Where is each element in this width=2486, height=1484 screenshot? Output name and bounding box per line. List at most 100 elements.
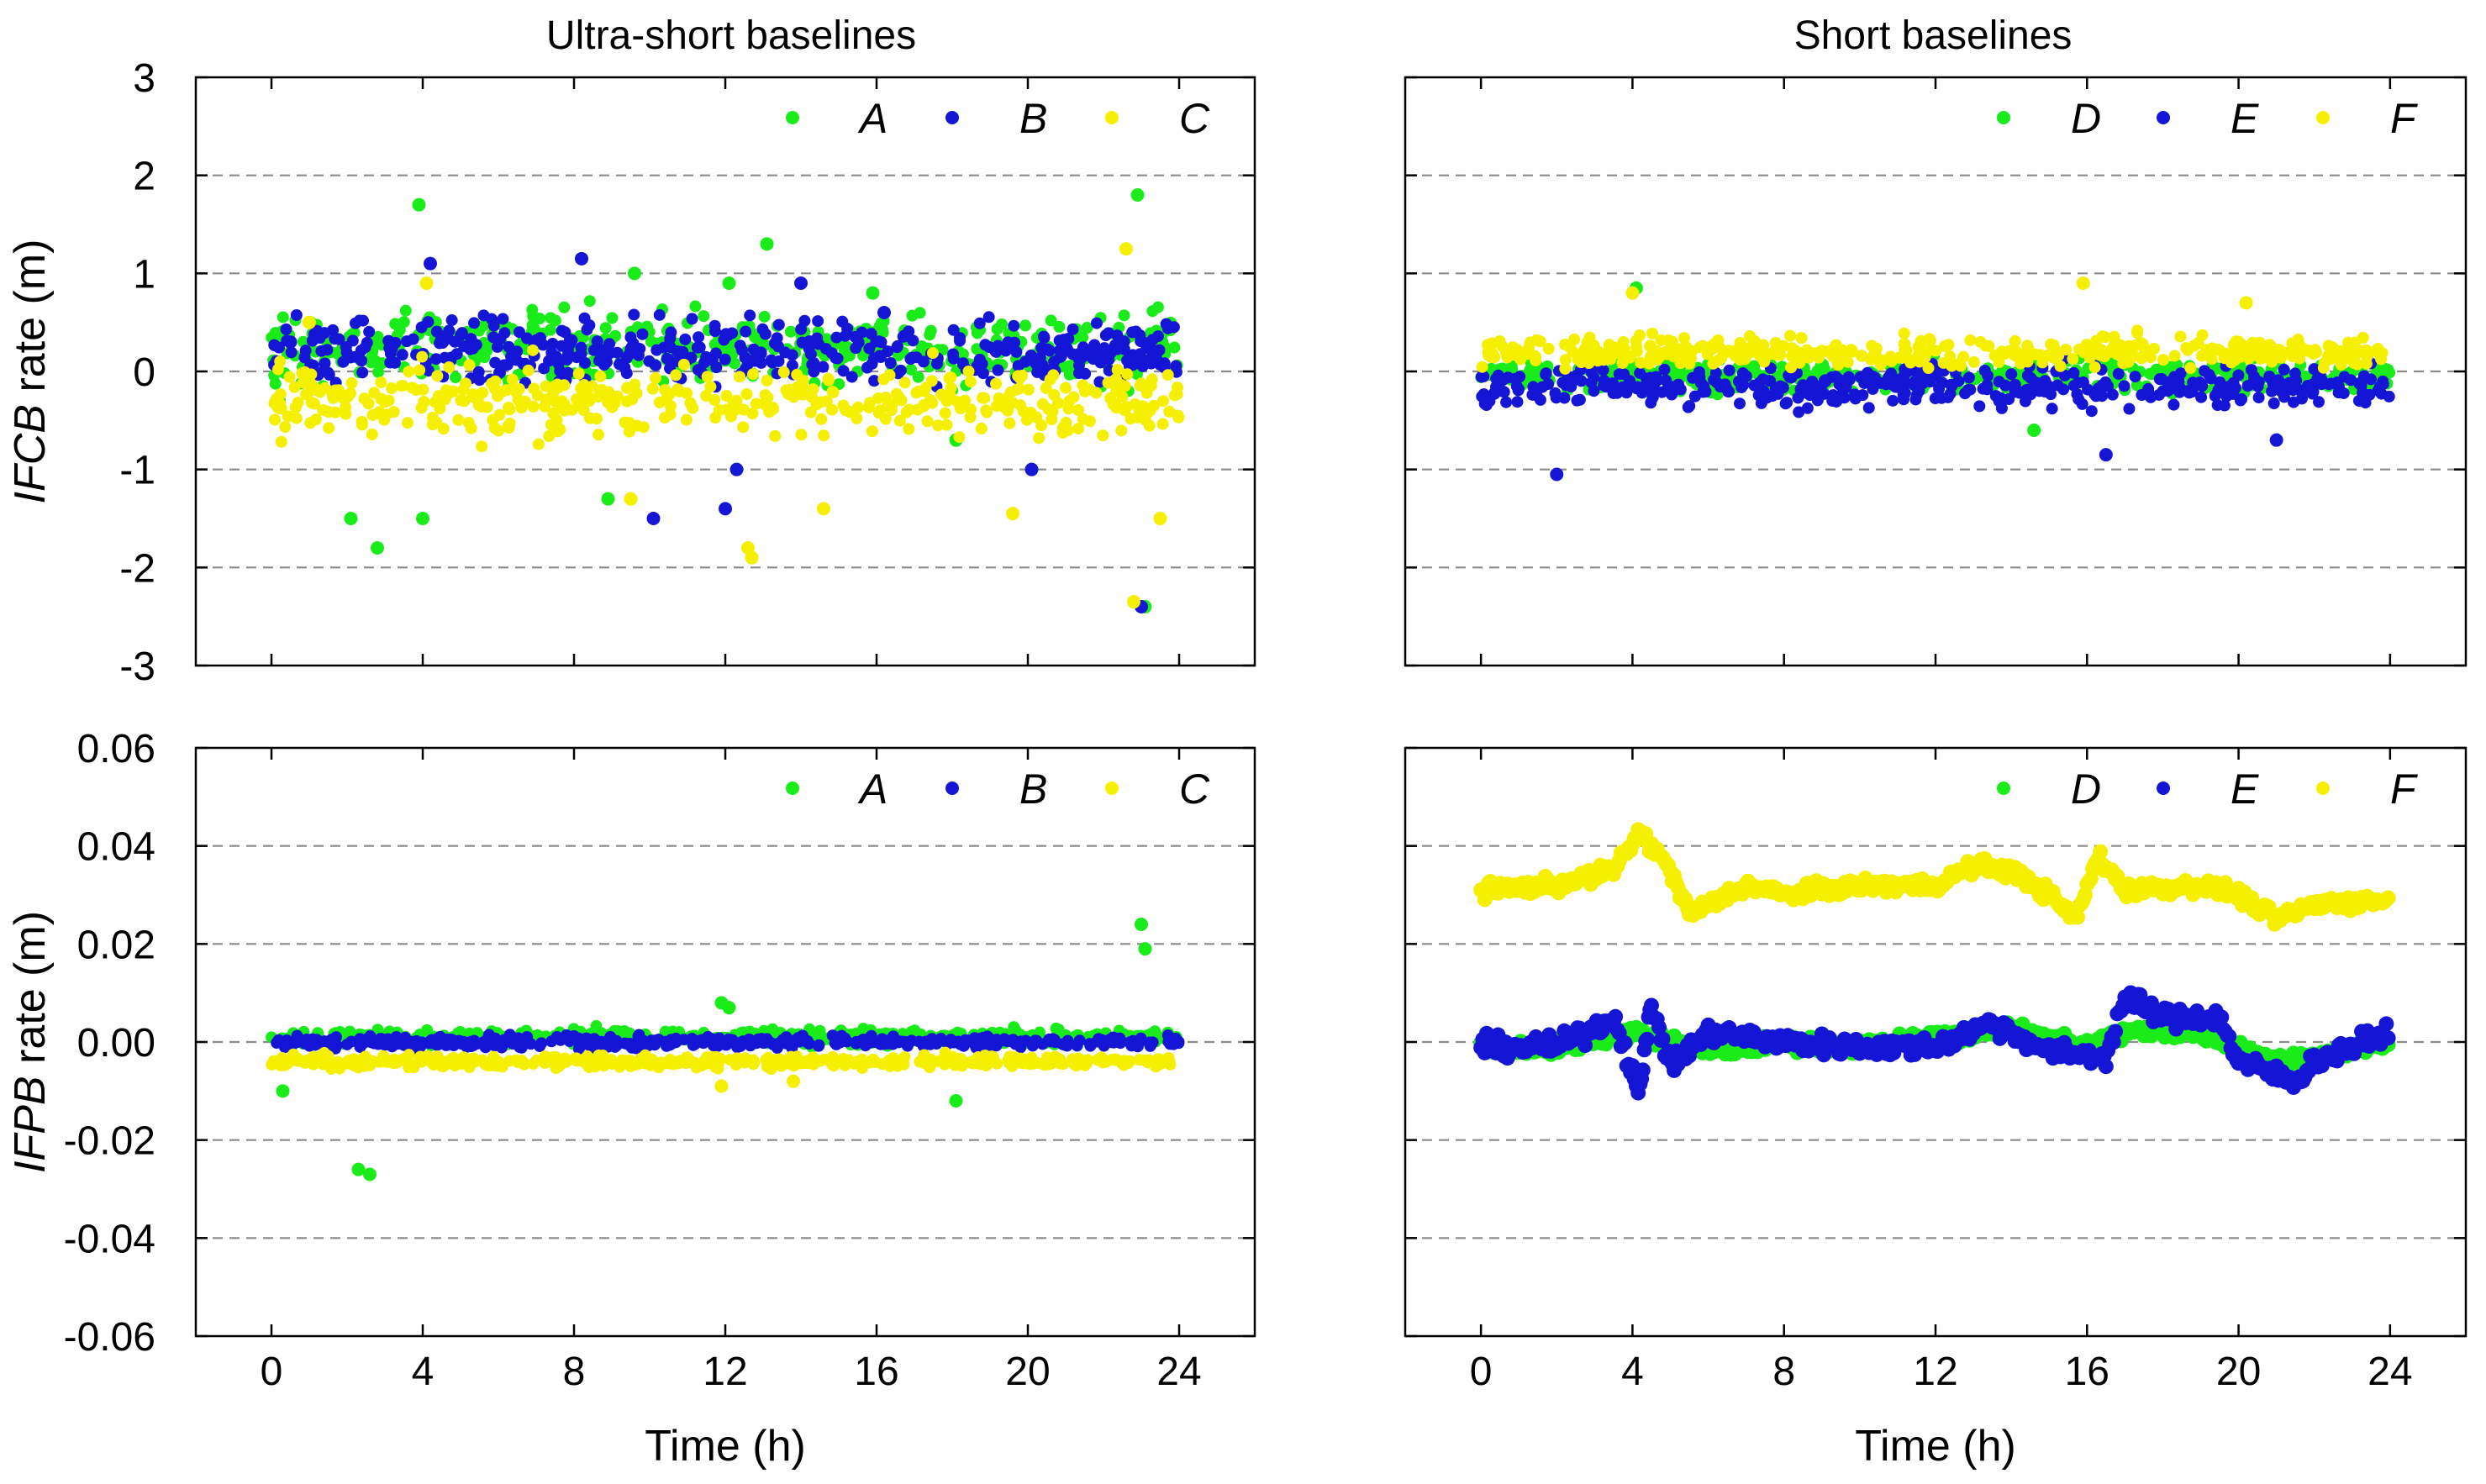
data-point-C bbox=[337, 389, 350, 402]
data-point-C bbox=[864, 1056, 877, 1069]
data-point-E bbox=[1631, 381, 1644, 393]
data-point-E bbox=[2313, 396, 2325, 408]
data-point-B bbox=[803, 342, 815, 355]
data-point-C bbox=[300, 388, 313, 401]
data-point-F bbox=[2047, 339, 2060, 351]
data-point-E bbox=[1542, 378, 1555, 391]
data-point-B bbox=[445, 314, 458, 327]
data-point-B bbox=[611, 346, 624, 359]
data-point-B bbox=[1053, 334, 1066, 347]
data-point-E bbox=[1885, 367, 1898, 380]
data-point-B bbox=[628, 308, 640, 321]
data-point-B bbox=[786, 359, 798, 371]
data-point-C bbox=[559, 1054, 571, 1066]
data-point-E bbox=[1617, 1035, 1633, 1051]
data-point-C bbox=[1045, 413, 1058, 426]
data-point-B bbox=[396, 349, 408, 361]
data-point-B bbox=[487, 319, 500, 332]
data-point-C bbox=[594, 370, 607, 382]
data-point-C bbox=[443, 361, 456, 374]
legend-marker-E bbox=[2157, 111, 2170, 124]
y-tick-label: 3 bbox=[133, 56, 155, 101]
data-point-C bbox=[843, 406, 856, 418]
data-point-B bbox=[634, 1038, 646, 1050]
data-point-C bbox=[455, 394, 467, 407]
data-point-C bbox=[522, 364, 535, 376]
data-point-C bbox=[1109, 398, 1122, 411]
data-point-B bbox=[650, 359, 662, 371]
data-point-B bbox=[1054, 344, 1067, 356]
data-point-C bbox=[512, 393, 524, 406]
data-point-E bbox=[2186, 386, 2199, 398]
data-point-A bbox=[558, 301, 571, 313]
data-point-B bbox=[947, 348, 960, 360]
data-point-B bbox=[1089, 346, 1102, 359]
data-point-E bbox=[2118, 380, 2130, 392]
data-point-A bbox=[1019, 319, 1031, 332]
data-point-B bbox=[439, 351, 451, 364]
data-point-C bbox=[817, 502, 830, 516]
series-C bbox=[266, 1046, 1177, 1093]
data-point-A bbox=[1146, 305, 1159, 318]
data-point-E bbox=[2045, 388, 2057, 401]
data-point-B bbox=[755, 347, 767, 360]
data-point-F bbox=[1559, 362, 1572, 375]
data-point-B bbox=[765, 354, 777, 366]
data-point-F bbox=[1893, 351, 1905, 364]
data-point-E bbox=[1639, 1031, 1655, 1047]
y-tick-label: 0.04 bbox=[77, 825, 155, 870]
data-point-C bbox=[1156, 1057, 1168, 1070]
data-point-C bbox=[429, 396, 441, 408]
data-point-F bbox=[1784, 329, 1797, 342]
data-point-E bbox=[1862, 402, 1875, 414]
data-point-B bbox=[1056, 1038, 1069, 1050]
data-point-E bbox=[1849, 388, 1862, 401]
data-point-C bbox=[926, 347, 939, 360]
data-point-A bbox=[729, 357, 741, 370]
data-point-B bbox=[510, 354, 523, 366]
data-point-E bbox=[1838, 392, 1851, 404]
data-point-C bbox=[747, 1054, 760, 1066]
series-E bbox=[1475, 353, 2395, 482]
data-point-E bbox=[2288, 396, 2300, 408]
data-point-C bbox=[874, 404, 887, 417]
data-point-E bbox=[2019, 395, 2031, 408]
data-point-E bbox=[1924, 376, 1936, 388]
data-point-B bbox=[493, 366, 506, 379]
data-point-B bbox=[623, 348, 635, 360]
data-point-B bbox=[556, 324, 568, 337]
data-point-C bbox=[1121, 368, 1134, 381]
data-point-E bbox=[1827, 389, 1840, 402]
data-point-C bbox=[526, 344, 539, 356]
data-point-C bbox=[940, 1054, 953, 1066]
data-point-E bbox=[2085, 405, 2098, 418]
data-point-C bbox=[740, 387, 753, 400]
data-point-F bbox=[1581, 336, 1593, 349]
data-point-F bbox=[1898, 327, 1910, 339]
data-point-D bbox=[2027, 424, 2041, 437]
data-point-A bbox=[330, 347, 343, 360]
x-axis-label: Time (h) bbox=[645, 1422, 806, 1471]
data-point-C bbox=[714, 1079, 729, 1093]
data-point-C bbox=[308, 1050, 320, 1063]
data-point-B bbox=[1008, 319, 1020, 332]
data-point-B bbox=[800, 1035, 813, 1048]
data-point-B bbox=[520, 332, 533, 345]
data-point-B bbox=[839, 329, 851, 342]
data-point-C bbox=[1044, 1058, 1056, 1071]
data-point-B bbox=[887, 1037, 899, 1050]
data-point-F bbox=[1559, 354, 1572, 366]
data-point-B bbox=[837, 365, 850, 377]
data-point-B bbox=[826, 1029, 839, 1042]
data-point-B bbox=[903, 325, 915, 338]
data-point-B bbox=[503, 340, 515, 353]
data-point-B bbox=[562, 1033, 575, 1045]
data-point-F bbox=[2250, 343, 2262, 355]
data-point-C bbox=[325, 1063, 338, 1076]
data-point-B bbox=[621, 1038, 634, 1050]
data-point-C bbox=[962, 366, 975, 377]
data-point-C bbox=[398, 1052, 411, 1065]
data-point-F bbox=[2301, 345, 2314, 357]
